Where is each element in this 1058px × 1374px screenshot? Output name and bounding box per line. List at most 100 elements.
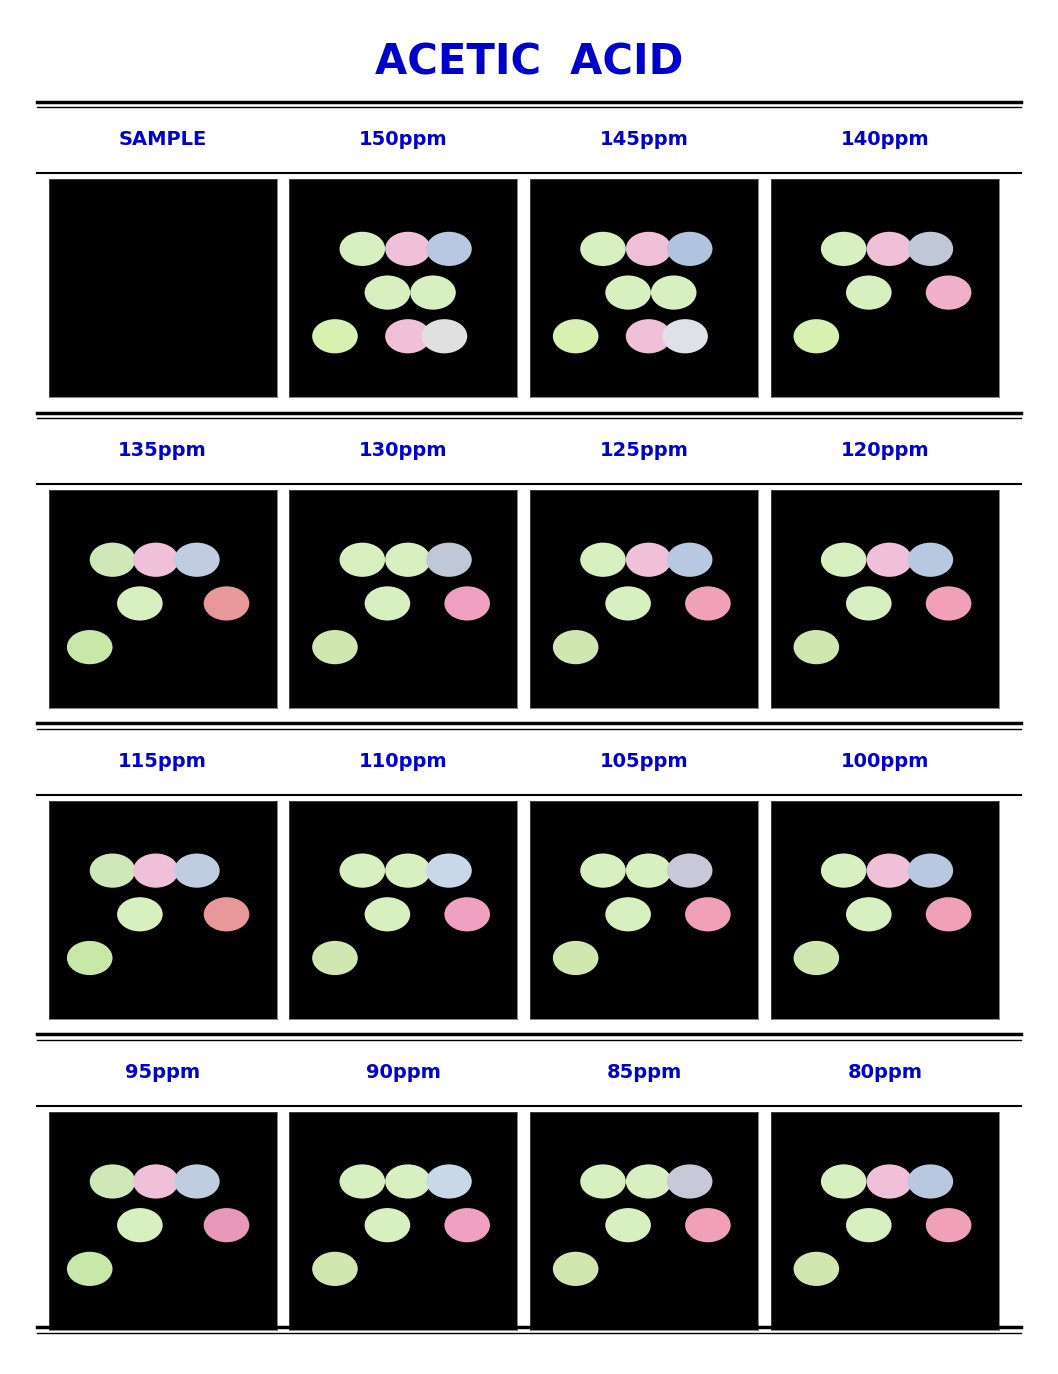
Ellipse shape xyxy=(580,853,626,888)
Text: 85ppm: 85ppm xyxy=(606,1062,681,1081)
Ellipse shape xyxy=(385,319,431,353)
Ellipse shape xyxy=(90,543,135,577)
Ellipse shape xyxy=(667,543,712,577)
Ellipse shape xyxy=(686,1208,731,1242)
Ellipse shape xyxy=(846,1208,892,1242)
Ellipse shape xyxy=(926,1208,971,1242)
Ellipse shape xyxy=(90,853,135,888)
Ellipse shape xyxy=(426,853,472,888)
Ellipse shape xyxy=(444,587,490,621)
Ellipse shape xyxy=(426,232,472,267)
Ellipse shape xyxy=(821,853,867,888)
Ellipse shape xyxy=(312,1252,358,1286)
Ellipse shape xyxy=(421,319,468,353)
Ellipse shape xyxy=(553,1252,599,1286)
Ellipse shape xyxy=(204,1208,250,1242)
Ellipse shape xyxy=(626,853,672,888)
Ellipse shape xyxy=(67,1252,112,1286)
Ellipse shape xyxy=(312,319,358,353)
Ellipse shape xyxy=(908,232,953,267)
Text: 145ppm: 145ppm xyxy=(600,131,689,150)
Ellipse shape xyxy=(426,1164,472,1198)
Text: 100ppm: 100ppm xyxy=(840,752,929,771)
Ellipse shape xyxy=(605,587,651,621)
Ellipse shape xyxy=(444,1208,490,1242)
Ellipse shape xyxy=(926,587,971,621)
Ellipse shape xyxy=(175,853,220,888)
Text: 90ppm: 90ppm xyxy=(366,1062,441,1081)
Text: SAMPLE: SAMPLE xyxy=(118,131,206,150)
Ellipse shape xyxy=(686,897,731,932)
Text: 120ppm: 120ppm xyxy=(840,441,929,460)
Ellipse shape xyxy=(605,275,651,309)
Text: 150ppm: 150ppm xyxy=(359,131,448,150)
Ellipse shape xyxy=(90,1164,135,1198)
Ellipse shape xyxy=(867,232,912,267)
Ellipse shape xyxy=(908,1164,953,1198)
Ellipse shape xyxy=(365,897,411,932)
Ellipse shape xyxy=(312,631,358,664)
Ellipse shape xyxy=(340,853,385,888)
Text: 125ppm: 125ppm xyxy=(600,441,689,460)
Ellipse shape xyxy=(175,1164,220,1198)
Ellipse shape xyxy=(926,897,971,932)
Ellipse shape xyxy=(117,587,163,621)
Ellipse shape xyxy=(444,897,490,932)
Text: 95ppm: 95ppm xyxy=(125,1062,200,1081)
Ellipse shape xyxy=(67,941,112,976)
Ellipse shape xyxy=(133,853,179,888)
Ellipse shape xyxy=(605,1208,651,1242)
Ellipse shape xyxy=(67,631,112,664)
Ellipse shape xyxy=(908,543,953,577)
Ellipse shape xyxy=(385,232,431,267)
Ellipse shape xyxy=(117,897,163,932)
Text: 130ppm: 130ppm xyxy=(359,441,448,460)
Ellipse shape xyxy=(794,941,839,976)
Ellipse shape xyxy=(651,275,696,309)
Ellipse shape xyxy=(580,232,626,267)
Ellipse shape xyxy=(117,1208,163,1242)
Text: ACETIC  ACID: ACETIC ACID xyxy=(375,41,683,84)
Ellipse shape xyxy=(821,543,867,577)
Ellipse shape xyxy=(385,853,431,888)
Ellipse shape xyxy=(204,587,250,621)
Ellipse shape xyxy=(867,1164,912,1198)
Ellipse shape xyxy=(580,1164,626,1198)
Ellipse shape xyxy=(175,543,220,577)
Ellipse shape xyxy=(667,232,712,267)
Ellipse shape xyxy=(365,587,411,621)
Text: 140ppm: 140ppm xyxy=(840,131,929,150)
Ellipse shape xyxy=(553,941,599,976)
Ellipse shape xyxy=(605,897,651,932)
Ellipse shape xyxy=(846,275,892,309)
Ellipse shape xyxy=(626,232,672,267)
Text: 115ppm: 115ppm xyxy=(118,752,207,771)
Ellipse shape xyxy=(553,319,599,353)
Ellipse shape xyxy=(821,1164,867,1198)
Ellipse shape xyxy=(867,853,912,888)
Ellipse shape xyxy=(667,853,712,888)
Ellipse shape xyxy=(580,543,626,577)
Ellipse shape xyxy=(426,543,472,577)
Ellipse shape xyxy=(340,1164,385,1198)
Ellipse shape xyxy=(794,631,839,664)
Text: 80ppm: 80ppm xyxy=(847,1062,923,1081)
Ellipse shape xyxy=(908,853,953,888)
Ellipse shape xyxy=(667,1164,712,1198)
Text: 105ppm: 105ppm xyxy=(600,752,689,771)
Ellipse shape xyxy=(411,275,456,309)
Ellipse shape xyxy=(846,897,892,932)
Ellipse shape xyxy=(133,1164,179,1198)
Ellipse shape xyxy=(365,275,411,309)
Ellipse shape xyxy=(626,319,672,353)
Ellipse shape xyxy=(926,275,971,309)
Ellipse shape xyxy=(794,319,839,353)
Ellipse shape xyxy=(686,587,731,621)
Text: 135ppm: 135ppm xyxy=(118,441,207,460)
Ellipse shape xyxy=(385,543,431,577)
Ellipse shape xyxy=(662,319,708,353)
Ellipse shape xyxy=(553,631,599,664)
Ellipse shape xyxy=(133,543,179,577)
Ellipse shape xyxy=(365,1208,411,1242)
Ellipse shape xyxy=(626,543,672,577)
